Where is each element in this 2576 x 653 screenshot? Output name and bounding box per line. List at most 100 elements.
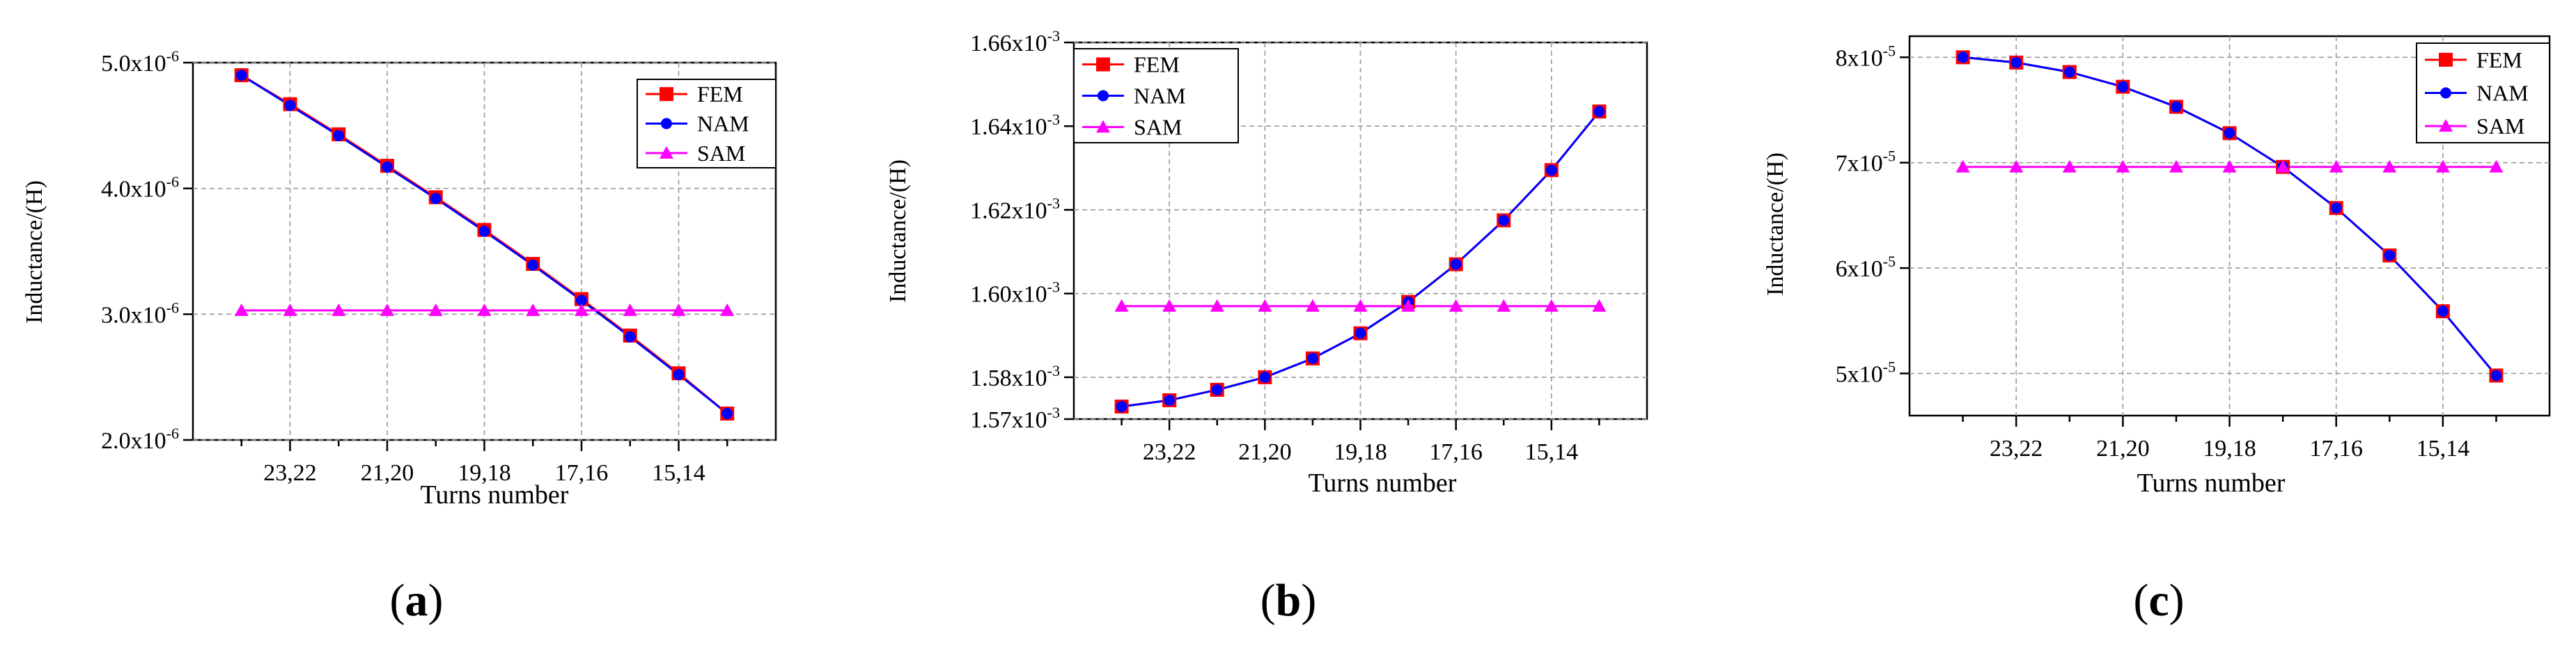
legend-label: NAM — [697, 111, 749, 136]
x-tick-label: 17,16 — [555, 460, 609, 486]
y-tick-exponent: -6 — [166, 425, 179, 442]
y-tick-label: 6x10-5 — [1836, 253, 1896, 282]
data-point-nam — [1164, 394, 1176, 406]
data-point-nam — [673, 369, 685, 381]
y-tick-exponent: -5 — [1883, 358, 1896, 375]
data-point-nam — [1593, 106, 1605, 118]
y-tick-mantissa: 2.0x10 — [101, 428, 166, 454]
panel-label: (b) — [1260, 575, 1317, 626]
data-point-sam — [283, 303, 297, 316]
x-axis-title: Turns number — [1309, 469, 1457, 498]
x-tick-label: 23,22 — [1143, 439, 1196, 465]
data-point-sam — [720, 303, 735, 316]
y-tick-exponent: -5 — [1883, 148, 1896, 165]
x-tick-label: 21,20 — [361, 460, 414, 486]
data-point-nam — [1957, 52, 1969, 63]
data-point-sam — [2062, 159, 2077, 173]
y-tick-mantissa: 1.57x10 — [970, 407, 1047, 433]
legend-marker-sam — [1096, 120, 1110, 133]
data-point-sam — [1114, 299, 1129, 312]
y-tick-mantissa: 1.64x10 — [970, 114, 1047, 140]
data-point-nam — [382, 161, 393, 173]
data-point-sam — [1497, 299, 1511, 312]
data-point-sam — [2276, 159, 2290, 173]
data-point-sam — [234, 303, 249, 316]
x-tick-label: 17,16 — [2309, 436, 2363, 462]
data-point-sam — [623, 303, 637, 316]
data-point-nam — [1116, 400, 1127, 412]
x-axis-title: Turns number — [2137, 469, 2286, 498]
data-point-sam — [526, 303, 540, 316]
panel-letter: c — [2148, 575, 2169, 626]
y-tick-label: 3.0x10-6 — [101, 299, 179, 328]
data-point-sam — [1305, 299, 1320, 312]
x-tick-label: 21,20 — [1238, 439, 1292, 465]
legend-marker-nam — [661, 118, 672, 129]
legend-label: SAM — [1134, 115, 1182, 140]
y-tick-mantissa: 1.66x10 — [970, 31, 1047, 56]
data-point-nam — [2384, 249, 2396, 261]
panel-label: (c) — [2133, 575, 2184, 626]
data-point-sam — [2382, 159, 2397, 173]
legend-marker-fem — [659, 87, 673, 102]
x-tick-label: 19,18 — [2203, 436, 2256, 462]
x-tick-label: 19,18 — [1334, 439, 1387, 465]
x-tick-label: 23,22 — [1990, 436, 2043, 462]
data-point-nam — [1306, 352, 1318, 364]
y-tick-exponent: -3 — [1047, 278, 1060, 296]
legend-label: SAM — [2476, 113, 2524, 139]
data-point-nam — [624, 331, 636, 343]
y-tick-mantissa: 1.58x10 — [970, 365, 1047, 391]
data-point-nam — [1545, 164, 1557, 176]
data-point-nam — [2330, 202, 2342, 214]
data-point-sam — [1401, 299, 1416, 312]
y-tick-exponent: -5 — [1883, 253, 1896, 270]
data-point-nam — [333, 129, 345, 141]
data-point-nam — [721, 408, 733, 420]
data-point-nam — [2490, 370, 2502, 381]
x-tick-label: 23,22 — [263, 460, 317, 486]
data-point-nam — [2063, 66, 2075, 78]
data-point-nam — [430, 193, 442, 205]
data-point-sam — [2435, 159, 2450, 173]
y-tick-exponent: -3 — [1047, 194, 1060, 212]
y-tick-mantissa: 1.62x10 — [970, 198, 1047, 223]
y-tick-exponent: -3 — [1047, 362, 1060, 379]
data-point-sam — [2329, 159, 2343, 173]
data-point-nam — [284, 100, 296, 111]
legend-label: SAM — [697, 141, 745, 166]
data-point-nam — [2224, 127, 2235, 139]
data-point-sam — [428, 303, 443, 316]
data-point-sam — [575, 303, 588, 316]
y-axis-title: Inductance/(H) — [1763, 152, 1788, 296]
x-tick-label: 19,18 — [458, 460, 511, 486]
data-point-sam — [2489, 159, 2504, 173]
legend-marker-fem — [2439, 52, 2453, 67]
y-tick-label: 8x10-5 — [1836, 42, 1896, 71]
data-point-nam — [2117, 81, 2129, 93]
y-tick-label: 2.0x10-6 — [101, 425, 179, 454]
data-point-nam — [2170, 101, 2182, 113]
legend-label: FEM — [2476, 47, 2522, 72]
y-tick-exponent: -3 — [1047, 404, 1060, 421]
data-point-sam — [1956, 159, 1970, 173]
y-tick-label: 1.66x10-3 — [970, 27, 1060, 56]
data-point-sam — [1353, 299, 1368, 312]
y-tick-label: 5x10-5 — [1836, 358, 1896, 387]
y-tick-label: 7x10-5 — [1836, 148, 1896, 177]
y-tick-mantissa: 7x10 — [1836, 151, 1883, 177]
x-tick-label: 17,16 — [1429, 439, 1483, 465]
data-point-nam — [478, 226, 490, 237]
data-point-sam — [1544, 299, 1559, 312]
y-tick-exponent: -3 — [1047, 27, 1060, 45]
data-point-nam — [1259, 371, 1271, 383]
data-point-nam — [1211, 384, 1223, 395]
legend-marker-nam — [1098, 90, 1109, 102]
panel-a: 23,22 21,20 19,18 17,16 15,142.0x10-63.0x10-… — [22, 47, 777, 626]
panel-letter: a — [405, 575, 428, 626]
y-tick-exponent: -6 — [166, 299, 179, 316]
data-point-sam — [477, 303, 492, 316]
data-point-sam — [2009, 159, 2024, 173]
legend-marker-sam — [2439, 119, 2453, 132]
